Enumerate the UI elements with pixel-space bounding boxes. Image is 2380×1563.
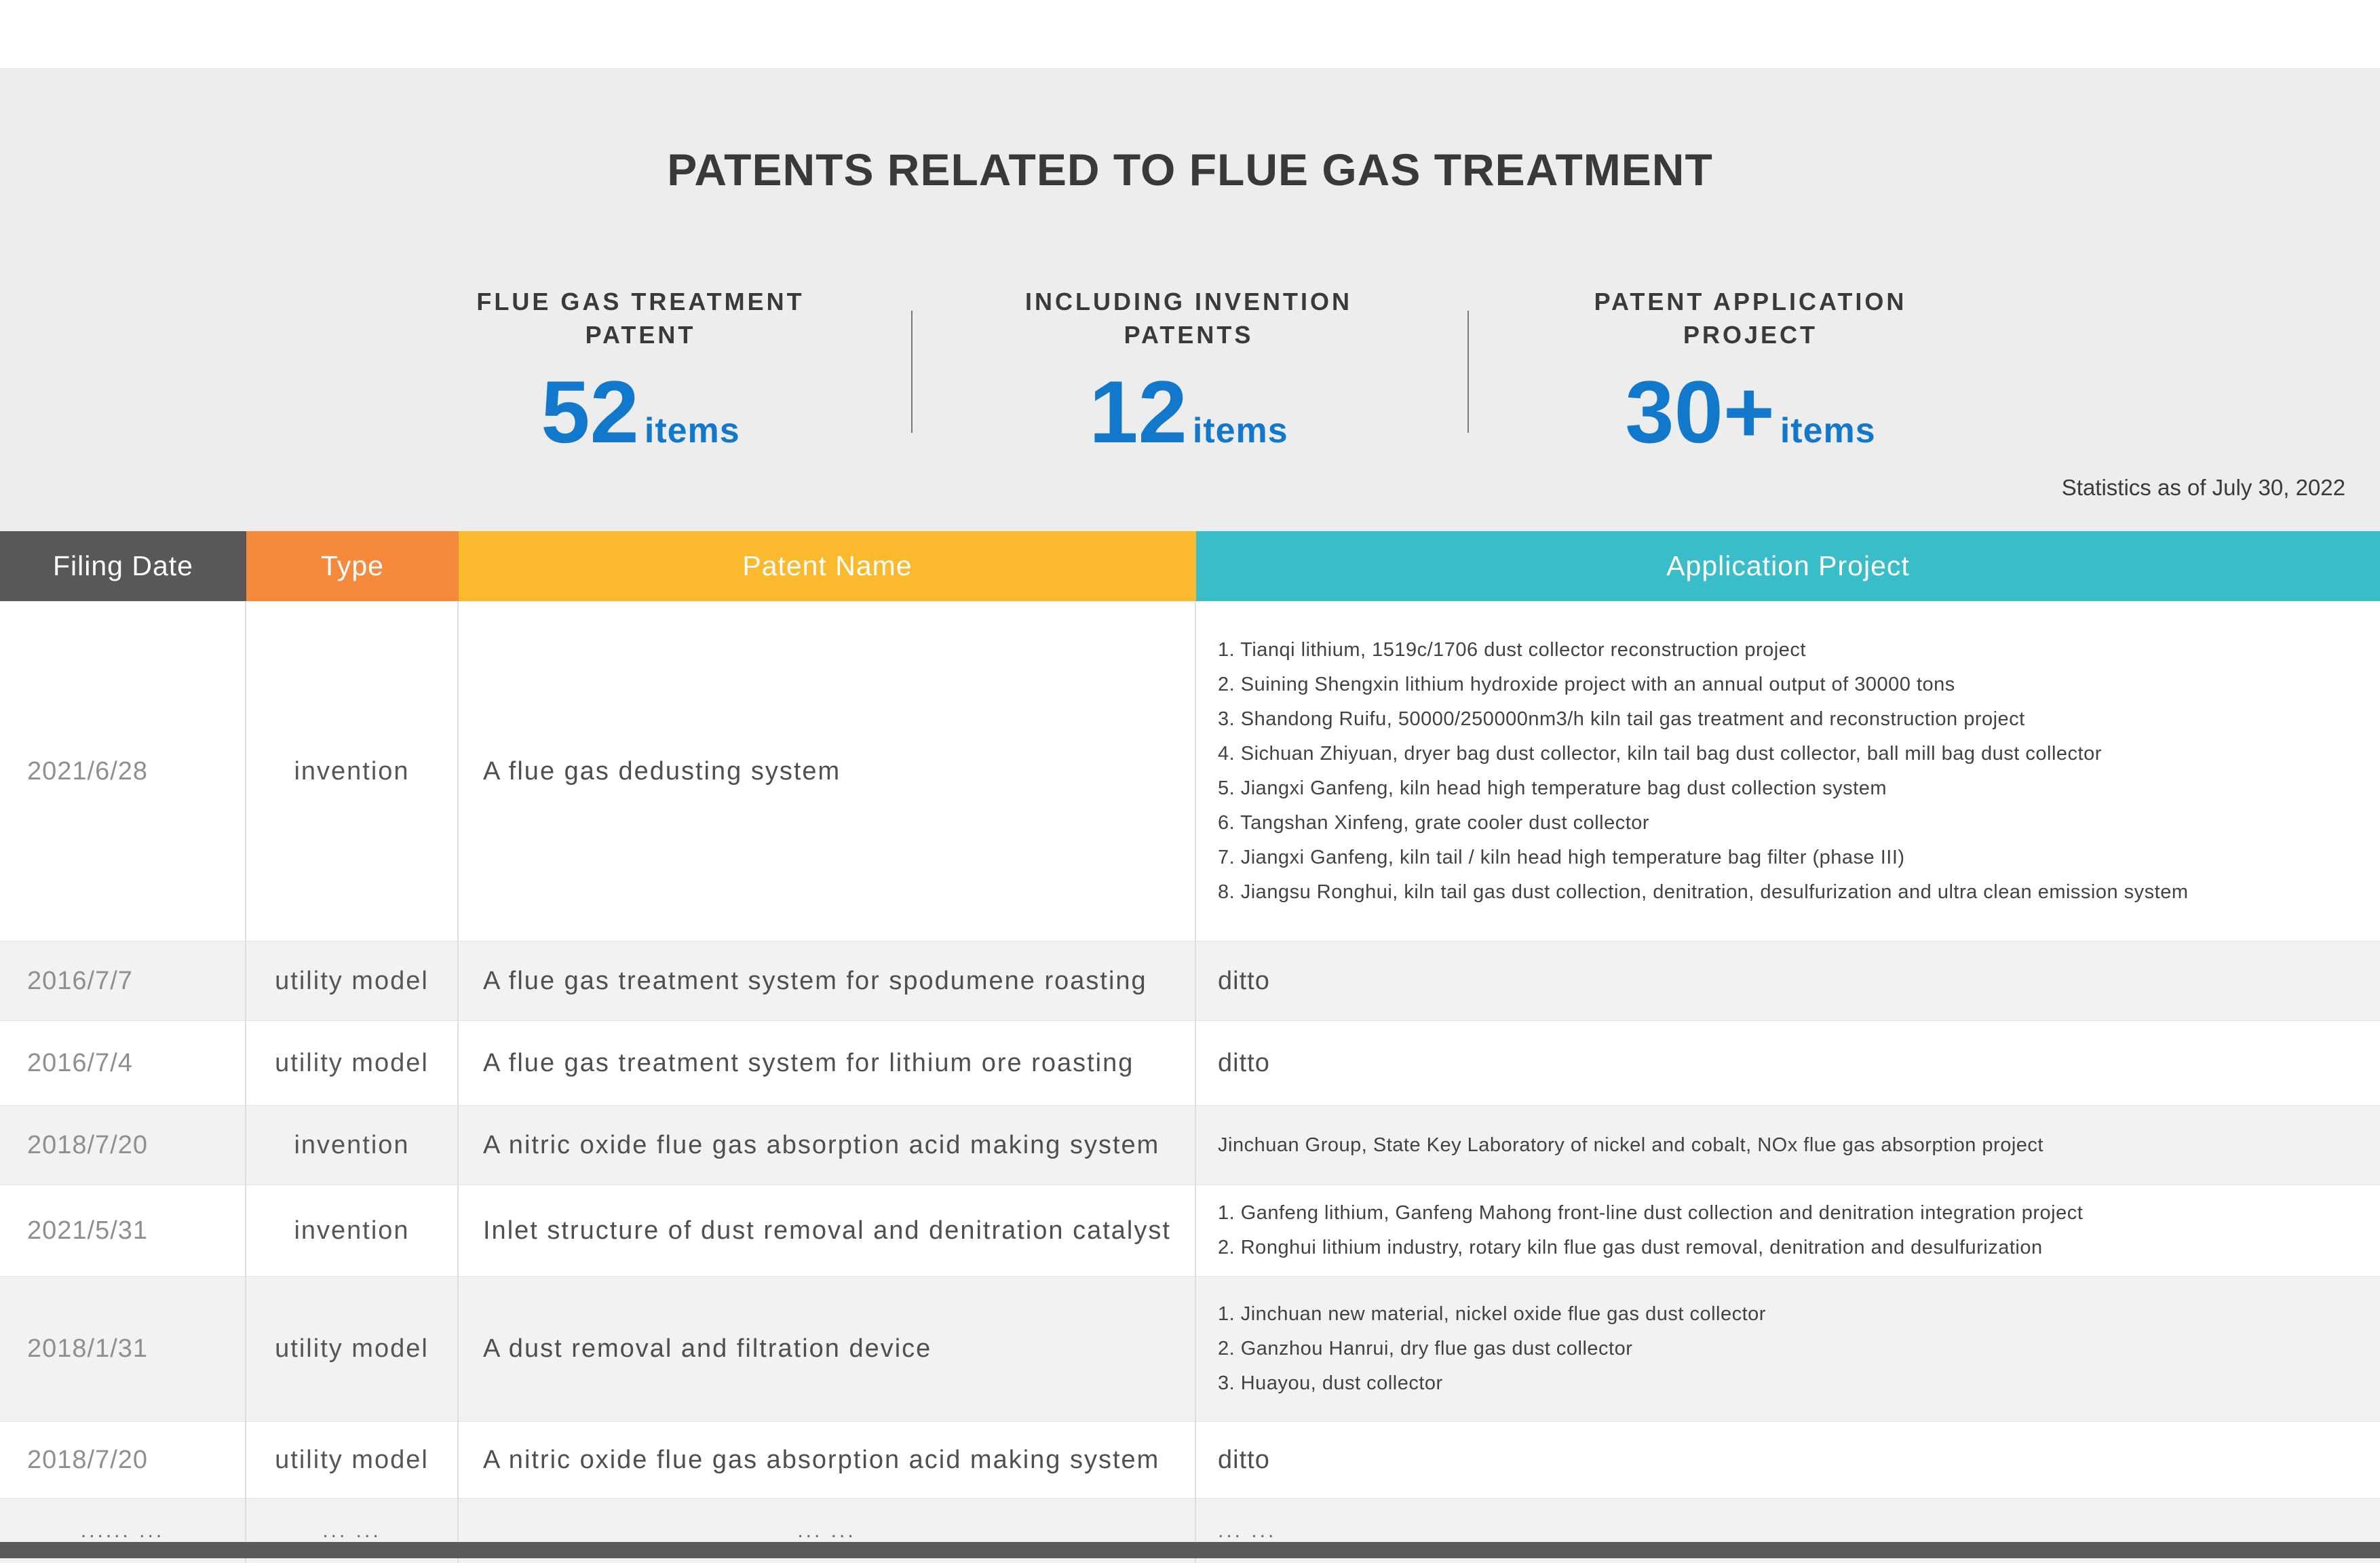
stat-label-line2: PATENT (585, 321, 696, 349)
table-row: 2016/7/7 utility model A flue gas treatm… (0, 941, 2380, 1020)
cell-filing-date: 2018/1/31 (0, 1277, 246, 1421)
application-item: 2. Suining Shengxin lithium hydroxide pr… (1218, 674, 1955, 695)
cell-filing-date: ...... ... (0, 1499, 246, 1563)
table-row: 2018/1/31 utility model A dust removal a… (0, 1276, 2380, 1421)
cell-patent-name: A nitric oxide flue gas absorption acid … (459, 1106, 1196, 1184)
cell-application-project: ditto (1196, 942, 2380, 1020)
stat-unit: items (644, 411, 740, 450)
table-body: 2021/6/28 invention A flue gas dedusting… (0, 601, 2380, 1563)
cell-application-project: 1. Tianqi lithium, 1519c/1706 dust colle… (1196, 602, 2380, 941)
stat-label-line1: INCLUDING INVENTION (1024, 288, 1352, 315)
cell-application-project: 1. Ganfeng lithium, Ganfeng Mahong front… (1196, 1185, 2380, 1276)
cell-type: ... ... (246, 1499, 459, 1563)
application-ditto: ditto (1218, 966, 1270, 995)
stat-number: 52 (541, 362, 639, 461)
application-item: 3. Shandong Ruifu, 50000/250000nm3/h kil… (1218, 708, 2025, 730)
cell-patent-name: A nitric oxide flue gas absorption acid … (459, 1422, 1196, 1498)
table-row: 2016/7/4 utility model A flue gas treatm… (0, 1020, 2380, 1105)
cell-type: utility model (246, 942, 459, 1020)
header-cell-filing-date: Filing Date (0, 531, 246, 601)
page-title: PATENTS RELATED TO FLUE GAS TREATMENT (667, 144, 1713, 195)
bottom-bar (0, 1542, 2380, 1558)
cell-filing-date: 2021/6/28 (0, 602, 246, 941)
cell-application-project: 1. Jinchuan new material, nickel oxide f… (1196, 1277, 2380, 1421)
stat-value: 12 items (931, 368, 1446, 456)
stat-label: INCLUDING INVENTION PATENTS (931, 285, 1446, 351)
application-item: 1. Jinchuan new material, nickel oxide f… (1218, 1303, 1766, 1325)
cell-type: invention (246, 1185, 459, 1276)
cell-type: invention (246, 1106, 459, 1184)
cell-patent-name: A dust removal and filtration device (459, 1277, 1196, 1421)
patents-table: Filing Date Type Patent Name Application… (0, 531, 2380, 1563)
cell-filing-date: 2016/7/7 (0, 942, 246, 1020)
cell-patent-name: A flue gas treatment system for lithium … (459, 1021, 1196, 1105)
table-header-row: Filing Date Type Patent Name Application… (0, 531, 2380, 601)
application-item: 8. Jiangsu Ronghui, kiln tail gas dust c… (1218, 881, 2189, 903)
application-item: 6. Tangshan Xinfeng, grate cooler dust c… (1218, 812, 1650, 834)
cell-type: utility model (246, 1021, 459, 1105)
header-cell-patent-name: Patent Name (459, 531, 1196, 601)
application-item: 7. Jiangxi Ganfeng, kiln tail / kiln hea… (1218, 847, 1905, 868)
top-strip (0, 0, 2380, 68)
cell-type: utility model (246, 1277, 459, 1421)
stat-label: FLUE GAS TREATMENT PATENT (383, 285, 898, 351)
cell-type: invention (246, 602, 459, 941)
application-ditto: ditto (1218, 1048, 1270, 1077)
application-item: 2. Ganzhou Hanrui, dry flue gas dust col… (1218, 1338, 1633, 1359)
stat-group-patent-application-project: PATENT APPLICATION PROJECT 30+ items (1493, 285, 2008, 456)
cell-application-project: Jinchuan Group, State Key Laboratory of … (1196, 1106, 2380, 1184)
cell-application-project: ditto (1196, 1021, 2380, 1105)
application-ditto: ditto (1218, 1445, 1270, 1474)
cell-filing-date: 2021/5/31 (0, 1185, 246, 1276)
stat-label-line1: FLUE GAS TREATMENT (476, 288, 805, 315)
table-row: 2018/7/20 invention A nitric oxide flue … (0, 1105, 2380, 1184)
stat-value: 52 items (383, 368, 898, 456)
stat-group-flue-gas-treatment-patent: FLUE GAS TREATMENT PATENT 52 items (383, 285, 898, 456)
statistics-note: Statistics as of July 30, 2022 (2061, 475, 2345, 500)
stat-divider (911, 311, 913, 433)
stat-unit: items (1192, 411, 1288, 450)
stat-label-line1: PATENT APPLICATION (1594, 288, 1907, 315)
cell-filing-date: 2018/7/20 (0, 1422, 246, 1498)
stat-divider (1467, 311, 1469, 433)
application-item: 1. Tianqi lithium, 1519c/1706 dust colle… (1218, 639, 1806, 661)
stat-label: PATENT APPLICATION PROJECT (1493, 285, 2008, 351)
application-item: 2. Ronghui lithium industry, rotary kiln… (1218, 1237, 2043, 1258)
header-cell-application-project: Application Project (1196, 531, 2380, 601)
application-item: Jinchuan Group, State Key Laboratory of … (1218, 1134, 2043, 1156)
stat-label-line2: PROJECT (1683, 321, 1818, 349)
cell-patent-name: A flue gas treatment system for spodumen… (459, 942, 1196, 1020)
table-row: 2021/6/28 invention A flue gas dedusting… (0, 601, 2380, 941)
stat-value: 30+ items (1493, 368, 2008, 456)
stat-label-line2: PATENTS (1124, 321, 1254, 349)
cell-patent-name: ... ... (459, 1499, 1196, 1563)
application-item: 4. Sichuan Zhiyuan, dryer bag dust colle… (1218, 743, 2102, 765)
cell-patent-name: Inlet structure of dust removal and deni… (459, 1185, 1196, 1276)
cell-patent-name: A flue gas dedusting system (459, 602, 1196, 941)
stat-group-including-invention-patents: INCLUDING INVENTION PATENTS 12 items (931, 285, 1446, 456)
cell-filing-date: 2016/7/4 (0, 1021, 246, 1105)
cell-filing-date: 2018/7/20 (0, 1106, 246, 1184)
table-row: 2021/5/31 invention Inlet structure of d… (0, 1184, 2380, 1276)
table-row: 2018/7/20 utility model A nitric oxide f… (0, 1421, 2380, 1498)
cell-application-project: ... ... (1218, 1519, 1277, 1542)
stat-number: 12 (1089, 362, 1187, 461)
cell-application-project: ditto (1196, 1422, 2380, 1498)
application-item: 5. Jiangxi Ganfeng, kiln head high tempe… (1218, 777, 1887, 799)
application-item: 1. Ganfeng lithium, Ganfeng Mahong front… (1218, 1202, 2084, 1224)
application-item: 3. Huayou, dust collector (1218, 1372, 1443, 1394)
stat-number: 30+ (1625, 362, 1775, 461)
header-cell-type: Type (246, 531, 459, 601)
stat-unit: items (1780, 411, 1876, 450)
cell-type: utility model (246, 1422, 459, 1498)
